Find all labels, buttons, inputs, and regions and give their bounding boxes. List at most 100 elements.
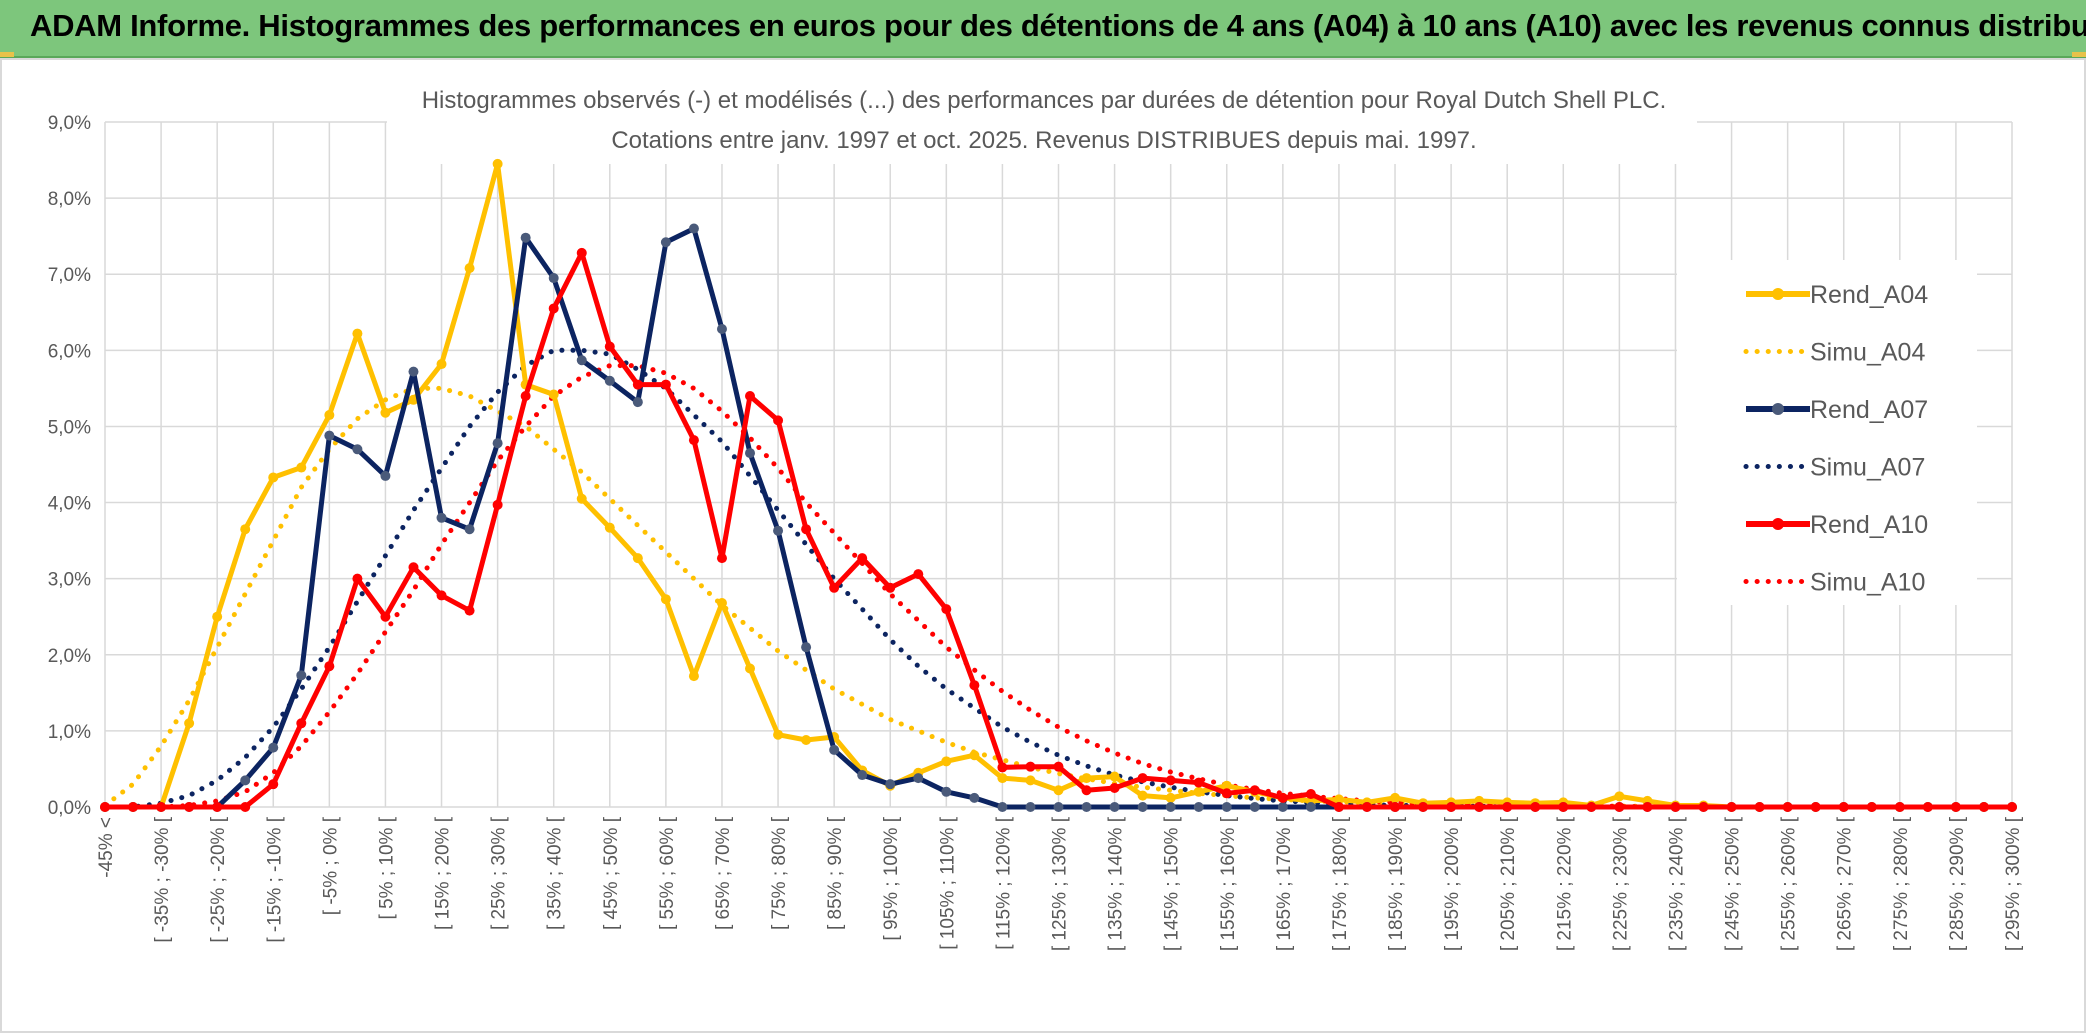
corner-marker-left <box>0 52 14 57</box>
data-point <box>660 379 671 390</box>
x-tick-label: [ 155% ; 160% [ <box>1218 816 1239 951</box>
data-point <box>436 512 447 523</box>
series-rend-a10 <box>100 247 2017 812</box>
x-tick-label: [ 235% ; 240% [ <box>1666 816 1687 951</box>
data-point <box>1333 794 1344 805</box>
data-point <box>745 391 756 401</box>
data-point <box>688 223 699 234</box>
data-point <box>352 328 363 339</box>
x-tick-label: [ 35% ; 40% [ <box>545 816 566 930</box>
banner: ADAM Informe. Histogrammes des performan… <box>0 0 2086 58</box>
data-point <box>1305 802 1316 812</box>
data-point <box>1333 802 1344 812</box>
x-tick-label: [ -5% ; 0% [ <box>320 816 341 915</box>
data-point <box>1922 802 1933 812</box>
data-point <box>1670 802 1681 812</box>
data-point <box>520 391 531 401</box>
data-point <box>913 569 924 580</box>
data-point <box>969 750 980 761</box>
x-tick-label: [ 195% ; 200% [ <box>1442 816 1463 951</box>
data-point <box>1137 790 1148 801</box>
data-point <box>1277 792 1288 803</box>
data-point <box>997 773 1008 784</box>
legend-item: Simu_A04 <box>1743 339 1925 367</box>
data-point <box>632 379 643 390</box>
data-point <box>1109 802 1120 812</box>
data-point <box>1053 802 1064 812</box>
data-point <box>464 605 475 616</box>
legend-label: Rend_A04 <box>1810 281 1928 309</box>
data-point <box>604 375 615 386</box>
data-point <box>156 802 167 812</box>
data-point <box>1838 802 1849 812</box>
legend-marker <box>1772 288 1784 300</box>
data-point <box>1193 802 1204 812</box>
x-tick-label: [ 115% ; 120% [ <box>993 816 1014 949</box>
x-tick-label: [ 65% ; 70% [ <box>713 816 734 930</box>
data-point <box>464 524 475 535</box>
legend-marker <box>1772 403 1784 415</box>
data-point <box>801 642 812 653</box>
y-tick-label: 0,0% <box>48 798 91 819</box>
data-point <box>1193 777 1204 788</box>
data-point <box>1053 785 1064 796</box>
legend-label: Rend_A10 <box>1810 511 1928 539</box>
data-point <box>436 590 447 601</box>
x-tick-label: [ 25% ; 30% [ <box>489 816 510 930</box>
x-tick-label: [ 135% ; 140% [ <box>1106 816 1127 951</box>
data-point <box>1614 802 1625 812</box>
data-point <box>1390 802 1401 812</box>
data-point <box>716 553 727 564</box>
data-point <box>716 598 727 609</box>
x-tick-label: [ 295% ; 300% [ <box>2003 816 2024 951</box>
data-point <box>969 792 980 803</box>
data-point <box>128 802 139 812</box>
data-point <box>1586 802 1597 812</box>
x-tick-label: [ 215% ; 220% [ <box>1554 816 1575 951</box>
data-point <box>1305 789 1316 800</box>
data-point <box>660 237 671 248</box>
data-point <box>1978 802 1989 812</box>
data-point <box>604 341 615 352</box>
data-point <box>1137 802 1148 812</box>
data-point <box>212 611 223 622</box>
data-point <box>716 324 727 335</box>
x-tick-label: [ 5% ; 10% [ <box>376 816 397 919</box>
legend-item: Rend_A10 <box>1746 511 1928 539</box>
series-simu-a10 <box>102 363 2015 810</box>
data-point <box>324 410 335 421</box>
data-point <box>2007 802 2017 812</box>
data-point <box>548 273 559 284</box>
data-point <box>268 472 279 483</box>
data-point <box>100 802 110 812</box>
data-point <box>1361 802 1372 812</box>
data-point <box>1025 761 1036 772</box>
x-tick-label: [ 55% ; 60% [ <box>657 816 678 930</box>
chart-title: Histogrammes observés (-) et modélisés (… <box>422 87 1667 114</box>
data-point <box>1249 785 1260 796</box>
y-tick-label: 8,0% <box>48 189 91 210</box>
data-point <box>1081 785 1092 796</box>
data-point <box>1782 802 1793 812</box>
legend-item: Simu_A07 <box>1743 454 1925 482</box>
data-point <box>352 573 363 584</box>
data-point <box>184 802 195 812</box>
data-point <box>632 553 643 564</box>
y-tick-label: 9,0% <box>48 113 91 134</box>
legend-item: Rend_A04 <box>1746 281 1928 309</box>
data-point <box>492 438 503 449</box>
series-line <box>102 363 2015 810</box>
x-tick-label: [ 205% ; 210% [ <box>1498 816 1519 951</box>
data-point <box>997 762 1008 773</box>
data-point <box>997 802 1008 812</box>
x-tick-label: [ 45% ; 50% [ <box>601 816 622 930</box>
data-point <box>1866 802 1877 812</box>
data-point <box>1025 802 1036 812</box>
data-point <box>436 359 447 370</box>
y-tick-label: 4,0% <box>48 494 91 515</box>
data-point <box>688 435 699 446</box>
data-point <box>1418 802 1429 812</box>
data-point <box>1165 775 1176 786</box>
data-point <box>1165 802 1176 812</box>
data-point <box>1390 792 1401 803</box>
